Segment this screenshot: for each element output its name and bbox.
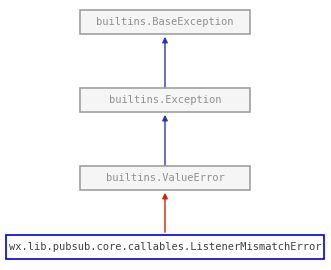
FancyBboxPatch shape <box>80 10 250 34</box>
Text: builtins.ValueError: builtins.ValueError <box>106 173 224 183</box>
Text: builtins.BaseException: builtins.BaseException <box>96 17 234 27</box>
Text: wx.lib.pubsub.core.callables.ListenerMismatchError: wx.lib.pubsub.core.callables.ListenerMis… <box>9 242 321 252</box>
Text: builtins.Exception: builtins.Exception <box>109 95 221 105</box>
FancyBboxPatch shape <box>80 166 250 190</box>
FancyBboxPatch shape <box>6 235 324 259</box>
FancyBboxPatch shape <box>80 88 250 112</box>
